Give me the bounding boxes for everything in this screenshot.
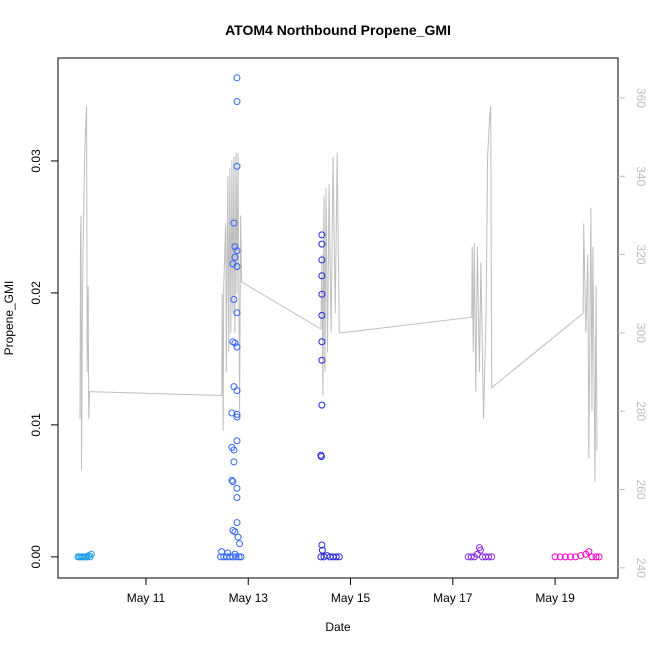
- x-tick-label: May 13: [229, 591, 269, 605]
- y-tick-label: 0.02: [29, 281, 43, 305]
- point: [556, 553, 564, 561]
- point: [229, 478, 237, 486]
- point: [233, 493, 241, 501]
- point: [318, 401, 326, 409]
- point: [228, 476, 236, 484]
- point: [585, 548, 593, 556]
- point: [318, 290, 326, 298]
- point: [318, 546, 326, 554]
- point: [317, 453, 325, 461]
- point: [233, 74, 241, 82]
- point: [87, 550, 95, 558]
- point: [232, 553, 240, 561]
- point: [228, 409, 236, 417]
- point: [233, 387, 241, 395]
- point: [233, 263, 241, 271]
- x-tick-label: May 17: [433, 591, 473, 605]
- y2-tick-label: 340: [634, 166, 648, 186]
- x-tick-label: May 19: [535, 591, 575, 605]
- point: [233, 437, 241, 445]
- point: [318, 541, 326, 549]
- plot-frame: [57, 57, 619, 579]
- point: [551, 553, 559, 561]
- y-axis-label: Propene_GMI: [2, 281, 16, 356]
- point: [236, 540, 244, 548]
- point: [230, 458, 238, 466]
- point: [235, 553, 243, 561]
- point: [561, 553, 569, 561]
- point: [577, 552, 585, 560]
- y2-tick-label: 260: [634, 479, 648, 499]
- point: [595, 553, 603, 561]
- x-tick-label: May 11: [127, 591, 166, 605]
- point: [233, 343, 241, 351]
- point: [231, 243, 239, 251]
- point: [572, 553, 580, 561]
- point: [230, 296, 238, 304]
- y2-tick-label: 240: [634, 558, 648, 578]
- point: [234, 533, 242, 541]
- point: [230, 219, 238, 227]
- point: [233, 247, 241, 255]
- point: [467, 553, 475, 561]
- point: [332, 553, 340, 561]
- point: [318, 272, 326, 280]
- chart-title: ATOM4 Northbound Propene_GMI: [225, 22, 451, 38]
- point: [318, 231, 326, 239]
- point: [318, 356, 326, 364]
- point: [318, 338, 326, 346]
- point: [488, 553, 496, 561]
- point: [233, 519, 241, 527]
- y-tick-label: 0.00: [29, 545, 43, 569]
- y2-tick-label: 280: [634, 401, 648, 421]
- point: [231, 253, 239, 261]
- point: [476, 546, 484, 554]
- point: [230, 446, 238, 454]
- point: [485, 553, 493, 561]
- x-tick-label: May 15: [331, 591, 371, 605]
- point: [318, 240, 326, 248]
- point: [318, 256, 326, 264]
- y2-tick-label: 300: [634, 323, 648, 343]
- y-tick-label: 0.03: [29, 149, 43, 173]
- y-tick-label: 0.01: [29, 413, 43, 437]
- point: [566, 553, 574, 561]
- point: [230, 383, 238, 391]
- point: [233, 98, 241, 106]
- point: [588, 553, 596, 561]
- point: [233, 410, 241, 418]
- point: [233, 484, 241, 492]
- point: [231, 339, 239, 347]
- point: [237, 553, 245, 561]
- point: [224, 549, 232, 557]
- point: [592, 553, 600, 561]
- point: [233, 162, 241, 170]
- point: [318, 311, 326, 319]
- point: [233, 309, 241, 317]
- y2-tick-label: 360: [634, 88, 648, 108]
- x-axis-label: Date: [325, 620, 351, 634]
- line: [79, 105, 598, 482]
- y2-tick-label: 320: [634, 245, 648, 265]
- point: [231, 528, 239, 536]
- point: [233, 413, 241, 421]
- point: [335, 553, 343, 561]
